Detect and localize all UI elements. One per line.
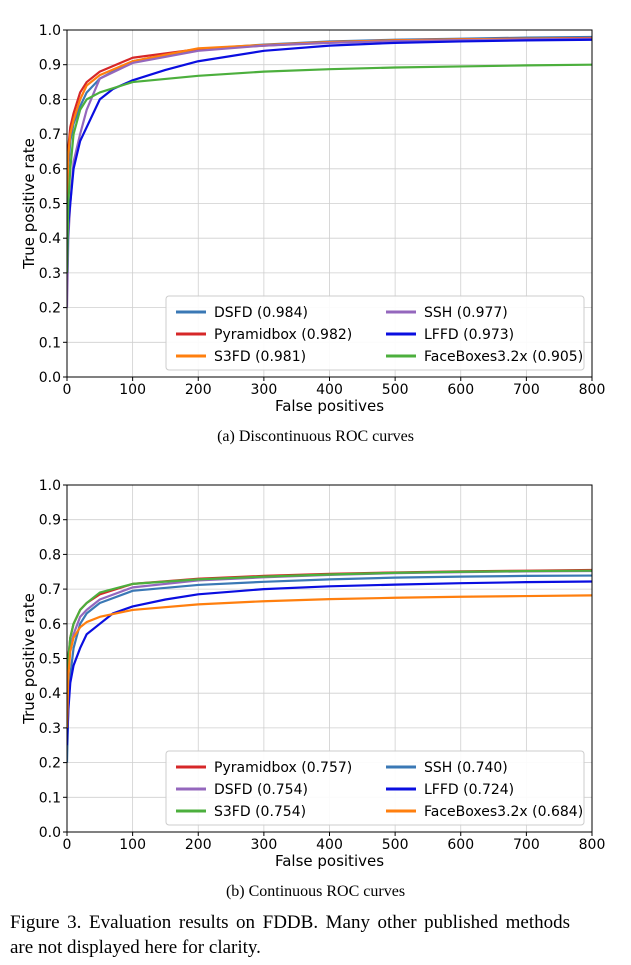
y-tick-label: 0.3 (39, 266, 61, 282)
grid (66, 29, 593, 378)
x-tick-label: 700 (513, 382, 540, 398)
series-line-5 (67, 63, 592, 273)
legend-entry-2: S3FD (0.754) (214, 804, 306, 820)
x-tick-label: 600 (447, 382, 474, 398)
y-tick-label: 0.9 (39, 58, 61, 74)
legend-entry-2: S3FD (0.981) (214, 349, 306, 365)
x-axis-label: False positives (275, 397, 384, 415)
y-tick-label: 0.4 (39, 231, 61, 247)
y-tick-label: 0.5 (39, 652, 61, 668)
legend-entry-5: FaceBoxes3.2x (0.684) (424, 804, 583, 820)
series-line-3 (67, 574, 592, 763)
subcaption-a: (a) Discontinuous ROC curves (217, 428, 414, 445)
y-tick-label: 0.3 (39, 721, 61, 737)
legend-entry-4: LFFD (0.973) (424, 327, 514, 343)
series-line-4 (67, 38, 592, 273)
y-tick-label: 0.8 (39, 547, 61, 563)
figure-caption: Figure 3. Evaluation results on FDDB. Ma… (10, 912, 570, 958)
x-tick-label: 100 (119, 382, 146, 398)
x-tick-label: 500 (382, 382, 409, 398)
x-tick-label: 800 (579, 837, 606, 853)
y-tick-label: 0.9 (39, 513, 61, 529)
x-tick-label: 300 (251, 837, 278, 853)
y-tick-label: 0.4 (39, 686, 61, 702)
x-tick-label: 500 (382, 837, 409, 853)
roc-chart-discontinuous: 0 100 200 300 400 500 600 700 800 0.0 0.1 0.2 0.3 0.4… (20, 23, 606, 415)
y-tick-label: 0.2 (39, 756, 61, 772)
x-tick-label: 600 (447, 837, 474, 853)
x-tick-label: 700 (513, 837, 540, 853)
y-tick-label: 0.5 (39, 197, 61, 213)
series-lines (67, 35, 592, 308)
y-tick-label: 1.0 (39, 478, 61, 494)
legend-entry-0: Pyramidbox (0.757) (214, 760, 352, 776)
y-axis-label: True positive rate (20, 138, 38, 270)
x-tick-label: 0 (63, 382, 72, 398)
x-tick-label: 400 (316, 837, 343, 853)
y-tick-label: 0.6 (39, 162, 61, 178)
legend-box (165, 750, 585, 826)
y-tick-label: 1.0 (39, 23, 61, 39)
legend-entry-0: DSFD (0.984) (214, 305, 308, 321)
y-tick-label: 0.8 (39, 92, 61, 108)
x-axis-label: False positives (275, 852, 384, 870)
series-line-4 (67, 580, 592, 746)
legend-entry-3: SSH (0.977) (424, 305, 508, 321)
subcaption-b: (b) Continuous ROC curves (225, 883, 406, 900)
y-tick-label: 0.7 (39, 582, 61, 598)
y-tick-label: 0.0 (39, 370, 61, 386)
legend-box (165, 295, 585, 371)
x-tick-label: 300 (251, 382, 278, 398)
y-tick-label: 0.7 (39, 127, 61, 143)
legend: Pyramidbox (0.757) DSFD (0.754) S3FD (0.75… (165, 750, 585, 826)
legend-entry-1: DSFD (0.754) (214, 782, 308, 798)
series-line-2 (67, 569, 592, 715)
y-tick-label: 0.1 (39, 790, 61, 806)
y-tick-label: 0.6 (39, 617, 61, 633)
x-tick-label: 100 (119, 837, 146, 853)
legend-entry-5: FaceBoxes3.2x (0.905) (424, 349, 583, 365)
x-tick-label: 200 (185, 837, 212, 853)
legend-entry-3: SSH (0.740) (424, 760, 508, 776)
y-tick-label: 0.2 (39, 301, 61, 317)
y-tick-label: 0.1 (39, 335, 61, 351)
y-axis-label: True positive rate (20, 593, 38, 725)
series-line-5 (67, 594, 592, 728)
y-tick-label: 0.0 (39, 825, 61, 841)
legend-entry-1: Pyramidbox (0.982) (214, 327, 352, 343)
x-tick-label: 800 (579, 382, 606, 398)
series-lines (67, 568, 592, 763)
legend-entry-4: LFFD (0.724) (424, 782, 514, 798)
x-tick-label: 400 (316, 382, 343, 398)
legend: DSFD (0.984) Pyramidbox (0.982) S3FD (0.98… (165, 295, 585, 371)
roc-chart-continuous: 0 100 200 300 400 500 600 700 800 0.0 0.1 0.2 0.3 0.4… (20, 478, 606, 870)
x-tick-label: 200 (185, 382, 212, 398)
x-tick-label: 0 (63, 837, 72, 853)
